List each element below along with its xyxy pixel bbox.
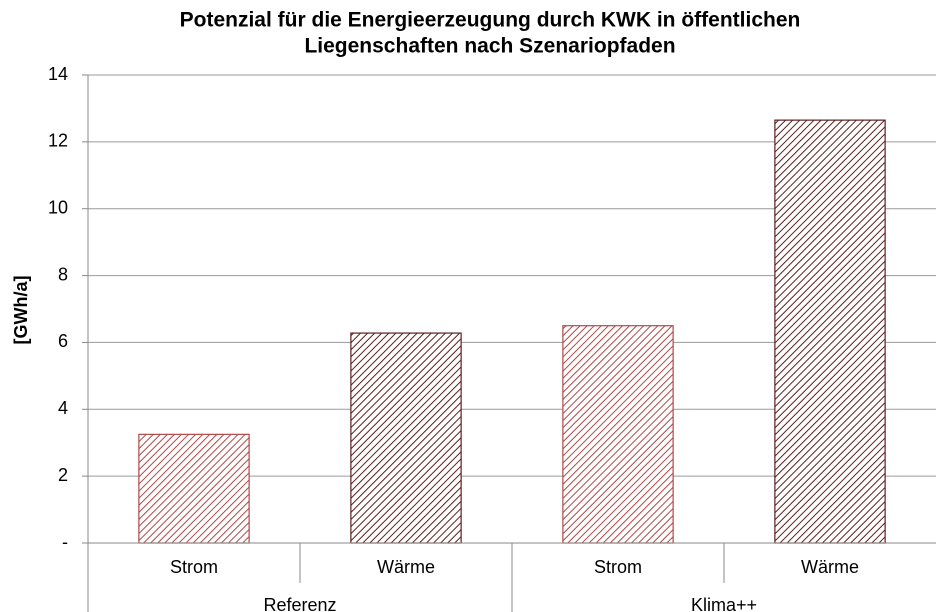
group-label: Klima++ [691, 595, 757, 612]
bar [562, 325, 674, 544]
bar [138, 433, 250, 544]
y-tick-label: 14 [48, 64, 68, 84]
group-label: Referenz [263, 595, 336, 612]
y-tick-label: - [62, 532, 68, 552]
y-tick-label: 12 [48, 131, 68, 151]
chart-title: Liegenschaften nach Szenariopfaden [304, 35, 675, 58]
x-tick-label: Strom [594, 557, 642, 577]
y-tick-label: 8 [58, 264, 68, 284]
chart-title: Potenzial für die Energieerzeugung durch… [180, 9, 801, 32]
x-tick-label: Strom [170, 557, 218, 577]
y-tick-label: 2 [58, 465, 68, 485]
x-tick-label: Wärme [377, 557, 435, 577]
y-tick-label: 6 [58, 331, 68, 351]
y-tick-label: 4 [58, 398, 68, 418]
y-axis-label: [GWh/a] [11, 276, 31, 345]
y-tick-label: 10 [48, 197, 68, 217]
bar [350, 332, 462, 544]
x-tick-label: Wärme [801, 557, 859, 577]
bar [774, 119, 886, 544]
